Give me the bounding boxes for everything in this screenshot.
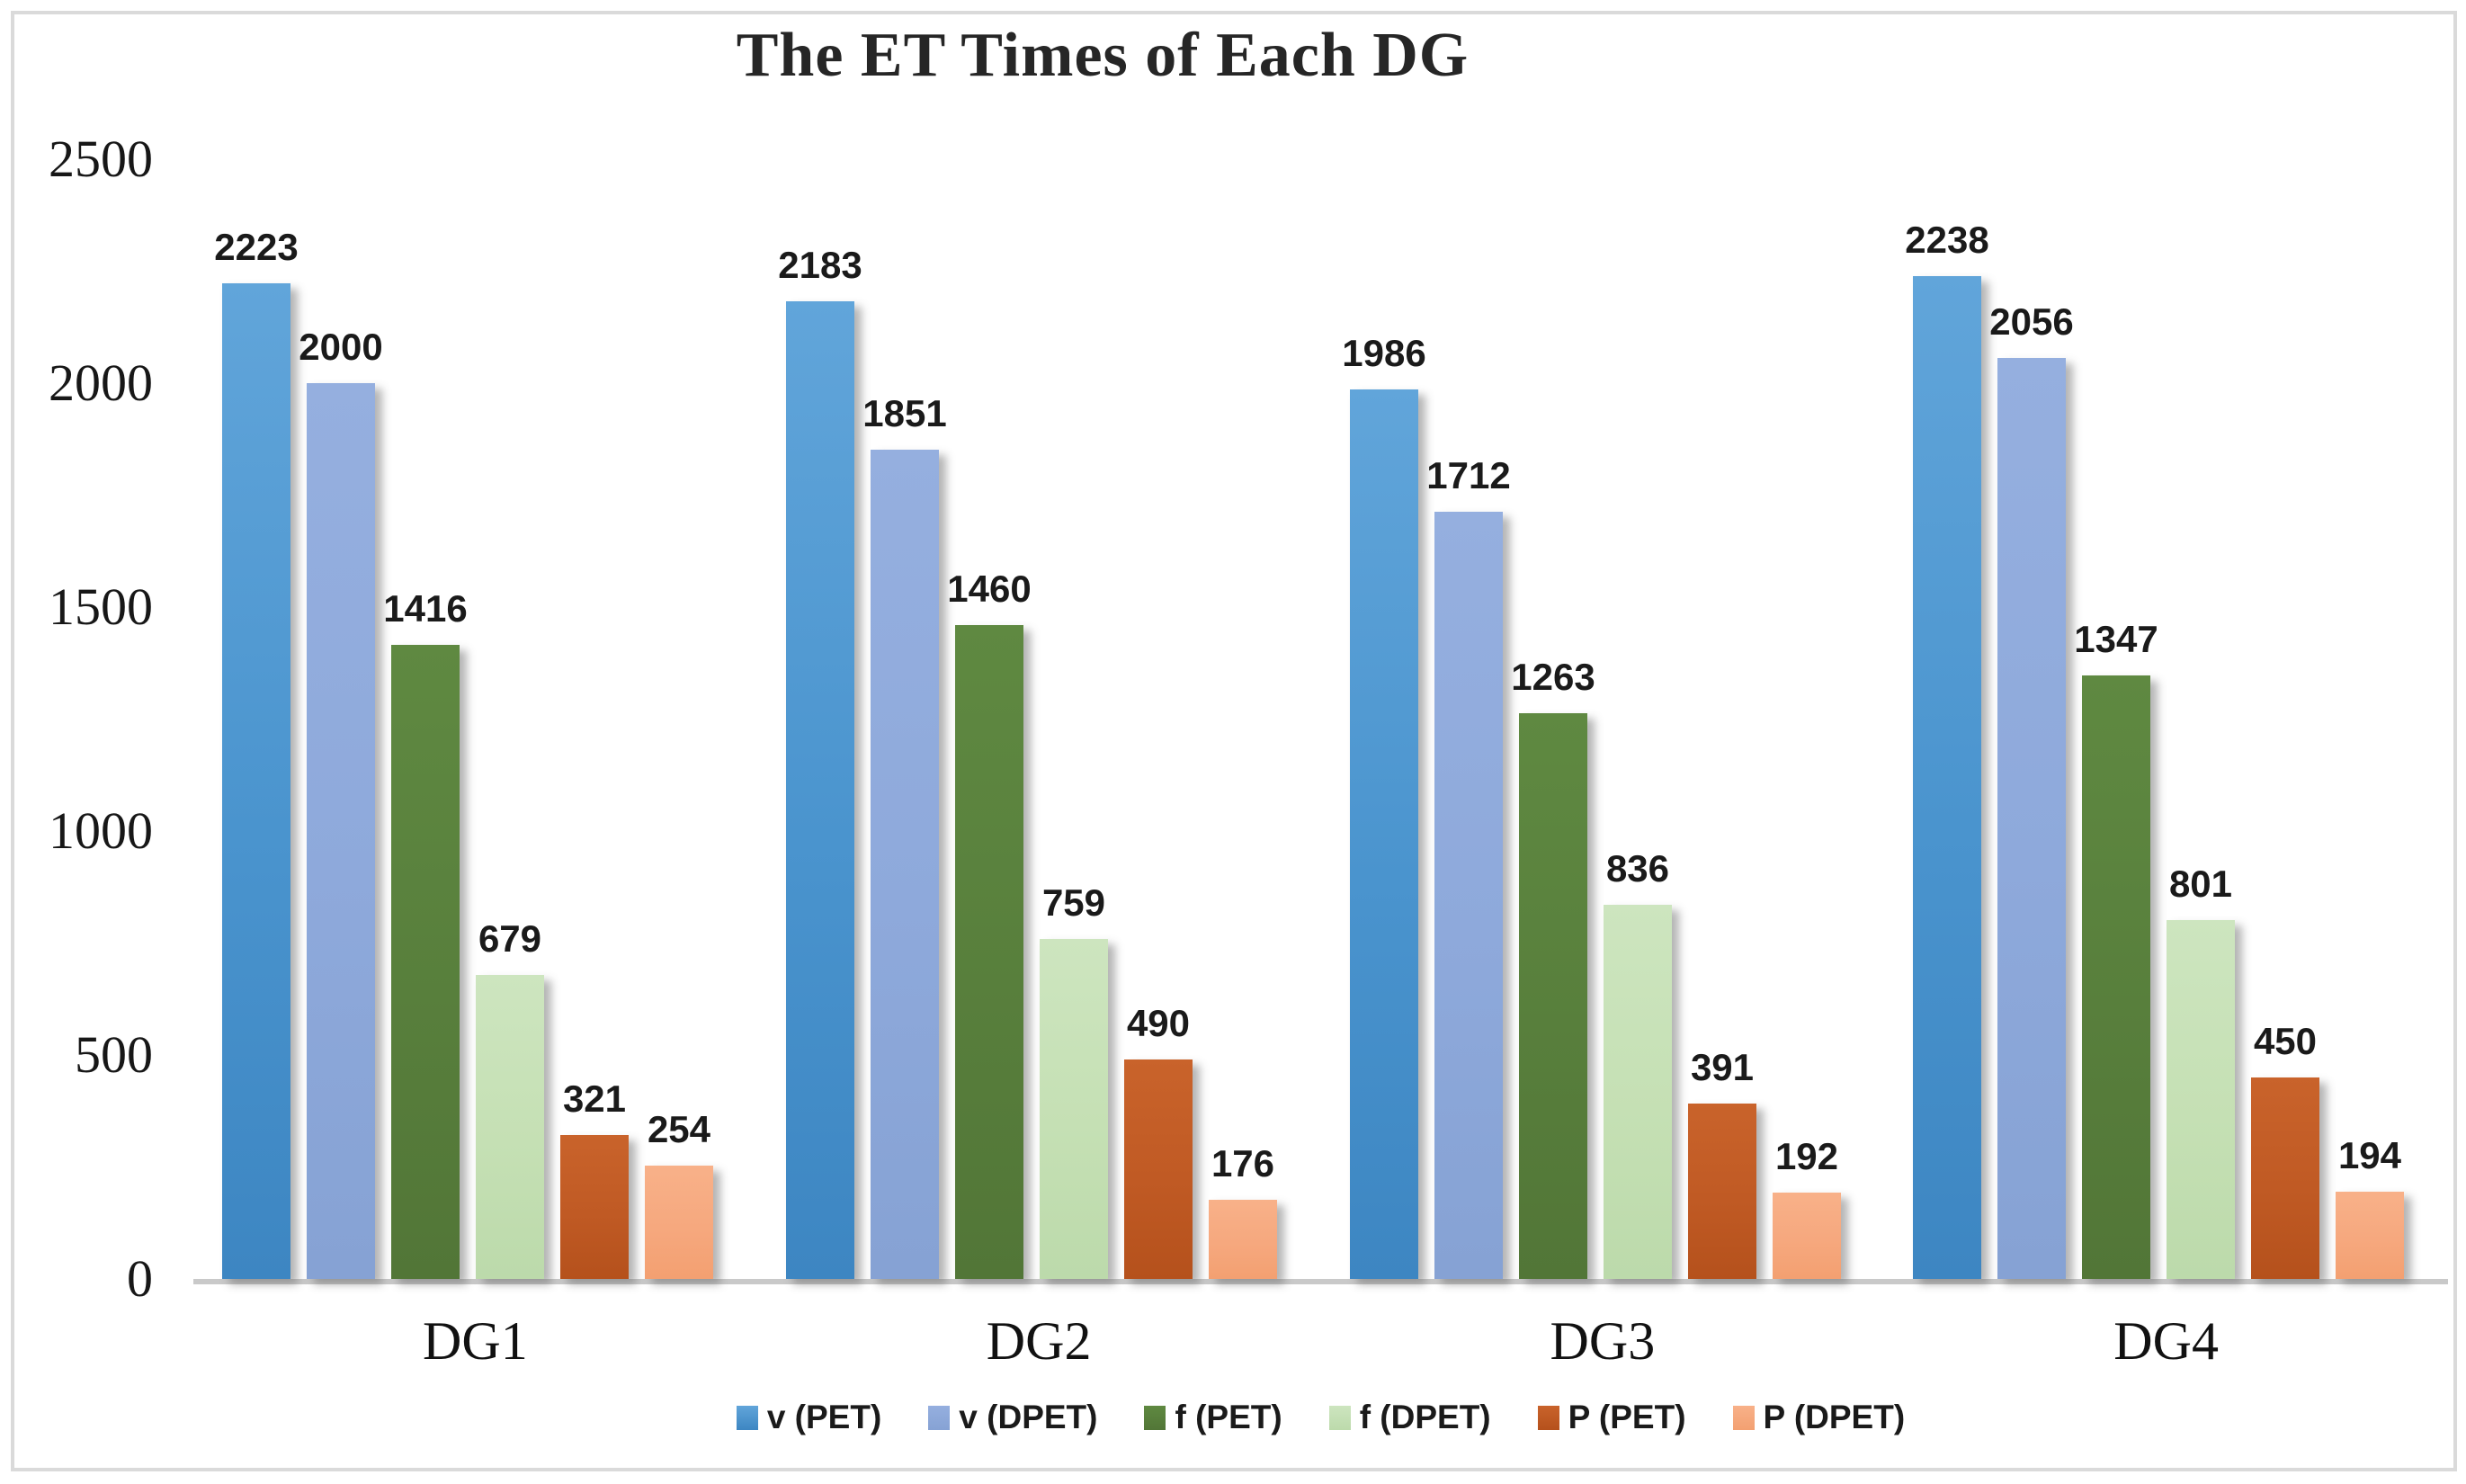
bar-f-dpet-dg2	[1040, 939, 1108, 1279]
y-axis-tick-label: 1000	[49, 801, 153, 860]
bar-value-label: 450	[2253, 1020, 2318, 1062]
legend-label: f (DPET)	[1359, 1399, 1491, 1435]
legend-item-v-pet-: v (PET)	[736, 1399, 882, 1436]
bar-value-label: 1263	[1511, 656, 1595, 698]
legend: v (PET) v (DPET) f (PET) f (DPET) P (PET) P (…	[193, 1392, 2448, 1443]
bar-v-pet-dg1	[222, 283, 290, 1279]
bar-value-label: 391	[1690, 1046, 1755, 1088]
bar-value-label: 1416	[383, 587, 468, 630]
legend-swatch-icon	[1144, 1405, 1166, 1430]
bar-v-dpet-dg2	[871, 450, 939, 1279]
legend-swatch-icon	[928, 1405, 951, 1430]
bar-v-pet-dg3	[1350, 389, 1418, 1279]
bar-f-pet-dg2	[955, 625, 1023, 1279]
bar-value-label: 194	[2337, 1134, 2402, 1176]
bar-p-pet-dg4	[2251, 1077, 2319, 1279]
legend-swatch-icon	[736, 1405, 758, 1430]
bar-value-label: 679	[478, 917, 542, 960]
category-label-dg2: DG2	[986, 1311, 1092, 1371]
category-label-dg3: DG3	[1550, 1311, 1656, 1371]
category-label-dg1: DG1	[423, 1311, 528, 1371]
bar-f-dpet-dg1	[476, 975, 544, 1279]
legend-swatch-icon	[1537, 1405, 1559, 1430]
legend-label: f (PET)	[1175, 1399, 1282, 1435]
x-axis-line	[193, 1279, 2448, 1284]
bar-p-dpet-dg2	[1209, 1200, 1277, 1279]
legend-item-p-pet-: P (PET)	[1537, 1399, 1686, 1436]
bar-value-label: 2223	[214, 226, 299, 268]
bar-value-label: 2238	[1905, 219, 1989, 261]
bar-value-label: 192	[1774, 1135, 1839, 1177]
bar-f-dpet-dg4	[2167, 920, 2235, 1279]
y-axis-tick-label: 500	[75, 1025, 153, 1084]
bar-value-label: 2056	[1989, 300, 2074, 343]
bar-f-pet-dg4	[2082, 675, 2150, 1279]
legend-label: v (PET)	[766, 1399, 882, 1435]
legend-item-p-dpet-: P (DPET)	[1732, 1399, 1906, 1436]
bar-p-dpet-dg1	[645, 1166, 713, 1279]
bar-value-label: 759	[1041, 881, 1106, 924]
legend-item-f-dpet-: f (DPET)	[1328, 1399, 1491, 1436]
y-axis-tick-label: 2000	[49, 353, 153, 412]
y-axis-tick-label: 0	[127, 1249, 153, 1308]
legend-item-f-pet-: f (PET)	[1144, 1399, 1282, 1436]
bar-f-pet-dg1	[391, 645, 460, 1279]
bar-value-label: 254	[647, 1108, 711, 1150]
legend-swatch-icon	[1732, 1405, 1755, 1430]
legend-item-v-dpet-: v (DPET)	[928, 1399, 1097, 1436]
legend-label: v (DPET)	[959, 1399, 1098, 1435]
bar-p-pet-dg1	[560, 1135, 629, 1279]
bar-v-pet-dg2	[786, 301, 854, 1279]
bar-v-pet-dg4	[1913, 276, 1981, 1279]
bar-value-label: 1712	[1426, 454, 1511, 496]
bar-value-label: 490	[1126, 1002, 1191, 1044]
bar-v-dpet-dg1	[307, 383, 375, 1279]
bar-p-pet-dg2	[1124, 1059, 1193, 1279]
bar-value-label: 321	[562, 1077, 627, 1120]
legend-swatch-icon	[1328, 1405, 1351, 1430]
bar-p-dpet-dg4	[2336, 1192, 2404, 1279]
bar-value-label: 1347	[2074, 618, 2158, 660]
legend-label: P (PET)	[1568, 1399, 1686, 1435]
chart-border	[11, 11, 2457, 1471]
bar-value-label: 801	[2168, 863, 2233, 905]
y-axis-tick-label: 2500	[49, 130, 153, 188]
category-label-dg4: DG4	[2113, 1311, 2219, 1371]
bar-p-pet-dg3	[1688, 1104, 1756, 1279]
bar-f-pet-dg3	[1519, 713, 1587, 1279]
y-axis-tick-label: 1500	[49, 577, 153, 636]
bar-value-label: 1460	[947, 568, 1032, 610]
bar-f-dpet-dg3	[1604, 905, 1672, 1279]
bar-value-label: 836	[1605, 847, 1670, 890]
bar-p-dpet-dg3	[1773, 1193, 1841, 1279]
bar-value-label: 176	[1211, 1142, 1275, 1185]
chart-title: The ET Times of Each DG	[736, 21, 1470, 90]
bar-value-label: 1851	[862, 392, 947, 434]
bar-v-dpet-dg4	[1997, 358, 2066, 1279]
bar-value-label: 1986	[1342, 332, 1426, 374]
bar-value-label: 2000	[299, 326, 383, 368]
bar-value-label: 2183	[778, 244, 862, 286]
legend-label: P (DPET)	[1763, 1399, 1906, 1435]
bar-v-dpet-dg3	[1434, 512, 1503, 1279]
